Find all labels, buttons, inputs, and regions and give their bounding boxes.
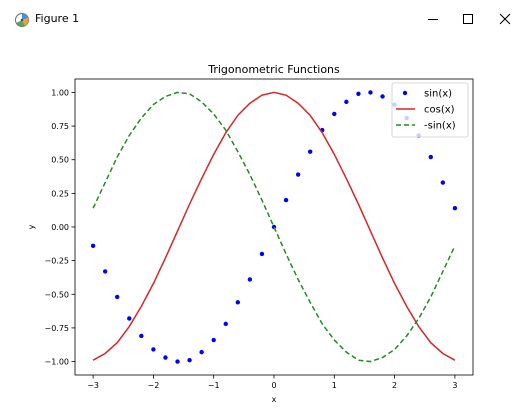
legend-box	[391, 82, 469, 138]
series-0-point	[127, 316, 132, 321]
legend-label-0: sin(x)	[424, 89, 452, 100]
y-tick-label: 1.00	[51, 88, 69, 97]
series-2-line	[92, 91, 456, 363]
series-0-point	[139, 333, 144, 339]
window-title: Figure 1	[35, 12, 80, 25]
series-0-point	[187, 358, 192, 363]
matplotlib-figure-icon	[14, 12, 30, 28]
maximize-button[interactable]	[451, 4, 485, 34]
y-tick-label: 0.50	[51, 156, 69, 165]
figure-canvas: Trigonometric Functions −3 −2 −1 0 1 2 3 1.00 0.…	[0, 38, 528, 416]
y-tick-label: −0.50	[44, 290, 69, 299]
series-0-point	[440, 180, 446, 185]
series-0-point	[211, 337, 216, 343]
series-0-point	[259, 251, 265, 257]
close-button[interactable]	[488, 4, 522, 34]
y-tick-label: −0.25	[44, 257, 69, 266]
legend: sin(x) cos(x) -sin(x)	[391, 82, 469, 138]
legend-label-2: -sin(x)	[424, 121, 456, 132]
maximize-icon	[462, 13, 474, 25]
series-0-point	[428, 154, 433, 160]
series-0-point	[344, 99, 349, 105]
y-axis-label: y	[27, 224, 36, 229]
series-0-point	[90, 243, 96, 249]
legend-label-1: cos(x)	[424, 105, 455, 116]
series-1-line	[92, 91, 456, 361]
series-0-point	[175, 359, 180, 364]
y-tick-label: 0.00	[51, 223, 69, 232]
series-0-point	[102, 269, 108, 274]
x-axis-label: x	[272, 395, 277, 404]
close-icon	[499, 13, 511, 25]
y-tick-label: −1.00	[44, 358, 69, 367]
series-0-point	[235, 300, 241, 305]
series-0-point	[151, 347, 156, 352]
series-0-point	[368, 90, 373, 95]
series-0-point	[332, 111, 337, 117]
series-0-point	[199, 349, 204, 355]
series-0-point	[247, 277, 253, 282]
x-tick-label: 2	[392, 381, 397, 390]
x-tick-label: 3	[452, 381, 457, 390]
minimize-icon	[427, 13, 439, 25]
series-0-point	[452, 205, 458, 211]
y-tick-label: 0.25	[51, 189, 69, 198]
x-tick-label: −3	[87, 381, 99, 390]
series-0-point	[307, 149, 313, 154]
series-0-point	[163, 355, 168, 360]
y-tick-label: 0.75	[51, 122, 69, 131]
y-tick-label: −0.75	[44, 324, 69, 333]
series-0-point	[115, 294, 120, 300]
series-0-point	[283, 197, 289, 203]
ticks-layer: −3 −2 −1 0 1 2 3 1.00 0.75 0.50 0.25 0.00 −0.25 −0.50…	[44, 88, 457, 390]
x-tick-label: 0	[271, 381, 276, 390]
series-0-point	[295, 172, 301, 177]
x-tick-label: 1	[332, 381, 337, 390]
x-tick-label: −2	[147, 381, 159, 390]
series-0-point	[356, 91, 361, 97]
series-0-point	[380, 94, 385, 99]
series-0-point	[223, 321, 228, 327]
x-tick-label: −1	[208, 381, 220, 390]
legend-marker-0	[402, 90, 408, 96]
minimize-button[interactable]	[416, 4, 450, 34]
title-bar[interactable]: Figure 1	[0, 0, 528, 38]
trig-chart: Trigonometric Functions −3 −2 −1 0 1 2 3 1.00 0.…	[27, 63, 474, 404]
series-layer	[90, 90, 458, 364]
chart-title: Trigonometric Functions	[207, 63, 340, 76]
